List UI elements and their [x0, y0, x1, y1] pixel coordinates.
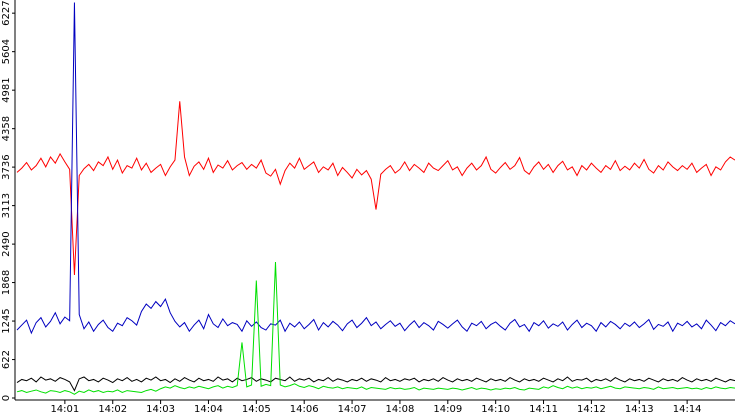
y-tick-label: 1245 — [1, 308, 12, 333]
y-tick-label: 5604 — [1, 39, 12, 64]
x-tick-label: 14:13 — [625, 404, 654, 415]
x-tick-label: 14:05 — [242, 404, 271, 415]
y-tick-label: 4981 — [1, 77, 12, 102]
y-tick-label: 2490 — [1, 231, 12, 256]
x-tick-label: 14:10 — [481, 404, 510, 415]
x-tick-label: 14:06 — [290, 404, 319, 415]
y-tick-label: 6227 — [1, 0, 12, 25]
x-tick-label: 14:07 — [338, 404, 367, 415]
x-tick-label: 14:02 — [98, 404, 127, 415]
x-tick-label: 14:11 — [529, 404, 558, 415]
x-tick-label: 14:12 — [577, 404, 606, 415]
x-tick-label: 14:04 — [194, 404, 223, 415]
series-line — [16, 376, 735, 392]
y-tick-label: 3113 — [1, 193, 12, 218]
y-tick-label: 0 — [1, 395, 12, 401]
y-tick-label: 4358 — [1, 116, 12, 141]
y-tick-label: 1868 — [1, 270, 12, 295]
x-tick-label: 14:03 — [146, 404, 175, 415]
y-tick-label: 3736 — [1, 154, 12, 179]
x-tick-label: 14:14 — [673, 404, 702, 415]
x-tick-label: 14:01 — [50, 404, 79, 415]
x-tick-label: 14:09 — [433, 404, 462, 415]
series-line — [16, 262, 735, 395]
series-line — [16, 101, 735, 276]
series-line — [16, 2, 735, 335]
x-tick-label: 14:08 — [386, 404, 415, 415]
y-tick-label: 622 — [1, 350, 12, 369]
